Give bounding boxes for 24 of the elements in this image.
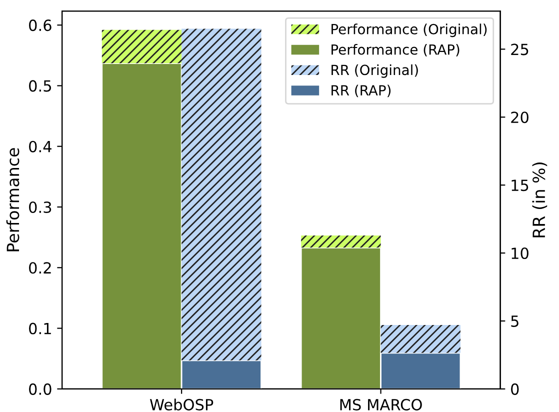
legend-label: RR (Original) (332, 64, 418, 78)
y2-axis-title: RR (in %) (532, 162, 548, 238)
legend-label: RR (RAP) (332, 84, 391, 98)
y2-tick-label: 5 (511, 316, 518, 327)
legend-label: Performance (RAP) (332, 44, 460, 56)
y-tick-label: 0.1 (29, 322, 51, 334)
y-tick-label: 0.4 (29, 140, 52, 152)
y-tick-label: 0.0 (29, 383, 52, 395)
y2-tick-label: 15 (512, 180, 528, 192)
x-tick-label: WebOSP (150, 398, 214, 410)
y2-tick-label: 0 (511, 383, 519, 395)
y-tick-label: 0.5 (29, 80, 51, 92)
y2-tick-label: 20 (511, 112, 528, 124)
bar (301, 236, 381, 248)
bar (102, 30, 182, 64)
y-tick-label: 0.6 (29, 20, 52, 32)
x-tick-label: MS MARCO (340, 398, 422, 410)
y-tick-label: 0.3 (29, 201, 52, 214)
y-tick-label: 0.2 (29, 262, 51, 274)
y-axis-title: Performance (6, 148, 20, 252)
y2-tick-label: 25 (511, 44, 528, 56)
legend-label: Performance (Original) (332, 24, 487, 38)
y2-tick-label: 10 (512, 247, 528, 260)
bar (380, 325, 460, 353)
